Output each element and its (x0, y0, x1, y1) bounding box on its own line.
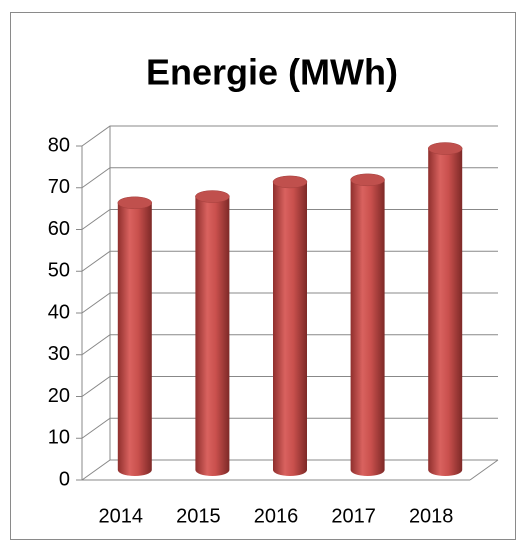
bar-top (272, 175, 308, 189)
grid-line (81, 125, 498, 147)
y-tick-label: 30 (48, 343, 70, 365)
x-tick-label: 2014 (99, 505, 144, 527)
y-tick-label: 0 (59, 468, 70, 490)
x-tick-label: 2015 (176, 505, 221, 527)
bar-top (195, 190, 230, 203)
floor-edge (469, 459, 499, 481)
chart-title: Energie (MWh) (146, 52, 398, 93)
grid-line (81, 167, 498, 189)
bar-top (117, 196, 153, 210)
y-tick-label: 10 (48, 427, 70, 449)
bar-body (195, 196, 230, 476)
bar (117, 196, 153, 477)
bar (195, 190, 230, 476)
y-tick-label: 60 (48, 218, 70, 240)
y-tick-label: 80 (48, 134, 70, 156)
y-tick-label: 20 (48, 385, 70, 407)
y-tick-label: 50 (48, 260, 70, 282)
bar-body (117, 202, 152, 477)
x-tick-label: 2018 (409, 505, 454, 527)
y-tick-label: 70 (48, 176, 70, 198)
bar (427, 142, 463, 476)
bar-body (428, 148, 463, 476)
bar (272, 175, 308, 477)
bar (350, 173, 385, 476)
y-tick-label: 40 (48, 301, 70, 323)
x-tick-label: 2017 (331, 505, 376, 527)
x-tick-label: 2016 (254, 505, 299, 527)
bar-body (350, 179, 385, 476)
bar-top (427, 142, 463, 155)
bar-body (273, 181, 307, 477)
bar-top (350, 173, 385, 187)
